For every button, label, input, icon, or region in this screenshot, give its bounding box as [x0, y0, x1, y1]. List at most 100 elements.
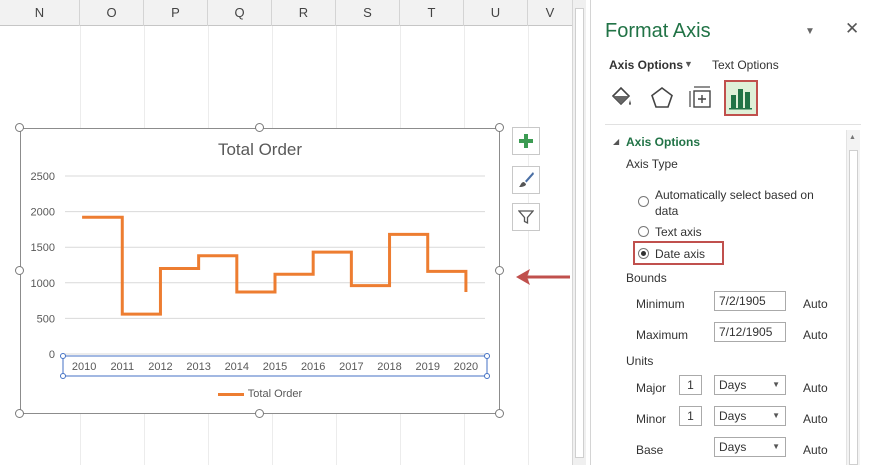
tab-axis-options[interactable]: Axis Options — [609, 58, 684, 72]
x-axis-handle-2 — [60, 373, 66, 379]
paint-bucket-icon — [611, 86, 631, 106]
plot-area[interactable]: 0 500 1000 1500 2000 2500 2010 2011 2012 2013 2014… — [21, 129, 501, 415]
column-header-n[interactable]: N — [0, 0, 80, 26]
resize-handle-bottom[interactable] — [255, 409, 264, 418]
major-unit-select[interactable]: Days ▼ — [714, 375, 786, 395]
maximum-auto-button[interactable]: Auto — [803, 328, 828, 342]
column-header-o[interactable]: O — [80, 0, 144, 26]
column-header-s[interactable]: S — [336, 0, 400, 26]
collapse-triangle-icon[interactable]: ◢ — [613, 137, 620, 146]
scroll-up-icon[interactable]: ▲ — [849, 134, 856, 141]
radio-date-axis[interactable] — [638, 248, 649, 259]
resize-handle-left[interactable] — [15, 266, 24, 275]
x-axis-handle-3 — [484, 373, 490, 379]
resize-handle-top[interactable] — [255, 123, 264, 132]
x-tick-label-2019: 2019 — [415, 361, 439, 373]
column-header-p[interactable]: P — [144, 0, 208, 26]
plus-icon — [519, 134, 533, 148]
size-properties-category-button[interactable] — [685, 82, 717, 114]
major-auto-button[interactable]: Auto — [803, 381, 828, 395]
resize-handle-bottom-left[interactable] — [15, 409, 24, 418]
y-tick-label-500: 500 — [37, 313, 55, 325]
tab-text-options[interactable]: Text Options — [712, 58, 779, 72]
resize-handle-top-right[interactable] — [495, 123, 504, 132]
brush-icon — [519, 172, 534, 187]
column-header-r[interactable]: R — [272, 0, 336, 26]
maximum-input[interactable]: 7/12/1905 — [714, 322, 786, 342]
section-axis-options[interactable]: Axis Options — [626, 135, 701, 149]
legend-swatch — [217, 392, 244, 396]
pane-options-dropdown-icon[interactable]: ▼ — [805, 26, 815, 37]
minor-value-input[interactable]: 1 — [679, 406, 702, 426]
radio-auto-select-label[interactable]: Automatically select based on — [655, 188, 814, 202]
minor-unit-value: Days — [719, 409, 747, 423]
maximum-label: Maximum — [636, 328, 689, 342]
x-tick-label-2018: 2018 — [377, 361, 401, 373]
base-unit-select[interactable]: Days ▼ — [714, 437, 786, 457]
minimum-label: Minimum — [636, 297, 685, 311]
chart-title[interactable]: Total Order — [217, 140, 303, 159]
chevron-down-icon: ▼ — [772, 380, 780, 389]
x-tick-label-2014: 2014 — [225, 361, 249, 373]
major-label: Major — [636, 381, 667, 395]
format-axis-pane: Format Axis ▼ ✕ Axis Options ▼ Text Opti… — [590, 0, 874, 465]
radio-auto-select-label-line2[interactable]: data — [655, 204, 679, 218]
column-header-u[interactable]: U — [464, 0, 528, 26]
x-tick-label-2015: 2015 — [263, 361, 287, 373]
legend[interactable]: Total Order — [21, 388, 499, 400]
pane-vertical-scrollbar[interactable]: ▲ — [846, 130, 860, 465]
minimum-input[interactable]: 7/2/1905 — [714, 291, 786, 311]
x-tick-label-2012: 2012 — [148, 361, 172, 373]
divider — [605, 124, 861, 125]
chevron-down-icon: ▼ — [772, 442, 780, 451]
base-auto-button[interactable]: Auto — [803, 443, 828, 457]
chevron-down-icon[interactable]: ▼ — [684, 59, 693, 69]
funnel-icon — [518, 210, 534, 225]
axis-type-label: Axis Type — [626, 157, 678, 171]
major-value-input[interactable]: 1 — [679, 375, 702, 395]
resize-handle-top-left[interactable] — [15, 123, 24, 132]
scrollbar-thumb[interactable] — [575, 8, 584, 458]
chart-filters-button[interactable] — [512, 203, 540, 231]
x-axis-handle-1 — [484, 353, 490, 359]
chart-styles-button[interactable] — [512, 166, 540, 194]
fill-line-category-button[interactable] — [605, 82, 637, 114]
column-header-v[interactable]: V — [545, 5, 555, 20]
y-tick-label-1000: 1000 — [31, 278, 55, 290]
column-header-bar: N O P Q R S T U V — [0, 0, 572, 26]
x-tick-label-2017: 2017 — [339, 361, 363, 373]
x-axis-selection-box[interactable] — [62, 355, 488, 377]
effects-category-button[interactable] — [646, 82, 678, 114]
minor-unit-select[interactable]: Days ▼ — [714, 406, 786, 426]
minimum-auto-button[interactable]: Auto — [803, 297, 828, 311]
pentagon-icon — [651, 87, 673, 108]
chart-area[interactable]: Total Order 0 500 1000 1500 2000 2500 2010 2011… — [20, 128, 500, 414]
radio-auto-select[interactable] — [638, 196, 649, 207]
x-tick-label-2013: 2013 — [186, 361, 210, 373]
close-icon[interactable]: ✕ — [845, 19, 860, 38]
major-unit-value: Days — [719, 378, 747, 392]
minor-auto-button[interactable]: Auto — [803, 412, 828, 426]
y-tick-label-0: 0 — [49, 349, 55, 361]
sheet-vertical-scrollbar[interactable] — [572, 0, 586, 465]
column-header-q[interactable]: Q — [208, 0, 272, 26]
pane-scrollbar-thumb[interactable] — [849, 150, 858, 465]
chart-elements-button[interactable] — [512, 127, 540, 155]
resize-handle-bottom-right[interactable] — [495, 409, 504, 418]
units-label: Units — [626, 354, 654, 368]
radio-text-axis[interactable] — [638, 226, 649, 237]
base-label: Base — [636, 443, 664, 457]
x-axis-handle-0 — [60, 353, 66, 359]
axis-options-category-button[interactable] — [724, 80, 758, 116]
resize-handle-right[interactable] — [495, 266, 504, 275]
date-axis-highlight — [633, 241, 724, 265]
chevron-down-icon: ▼ — [772, 411, 780, 420]
radio-text-axis-label[interactable]: Text axis — [655, 225, 702, 239]
worksheet[interactable]: N O P Q R S T U V Total Order 0 500 1000 15… — [0, 0, 572, 465]
base-unit-value: Days — [719, 440, 747, 454]
column-header-t[interactable]: T — [400, 0, 464, 26]
bar-chart-icon — [729, 89, 752, 110]
series-line-0[interactable] — [82, 215, 468, 316]
radio-date-axis-label[interactable]: Date axis — [655, 247, 706, 261]
y-tick-label-1500: 1500 — [31, 242, 55, 254]
